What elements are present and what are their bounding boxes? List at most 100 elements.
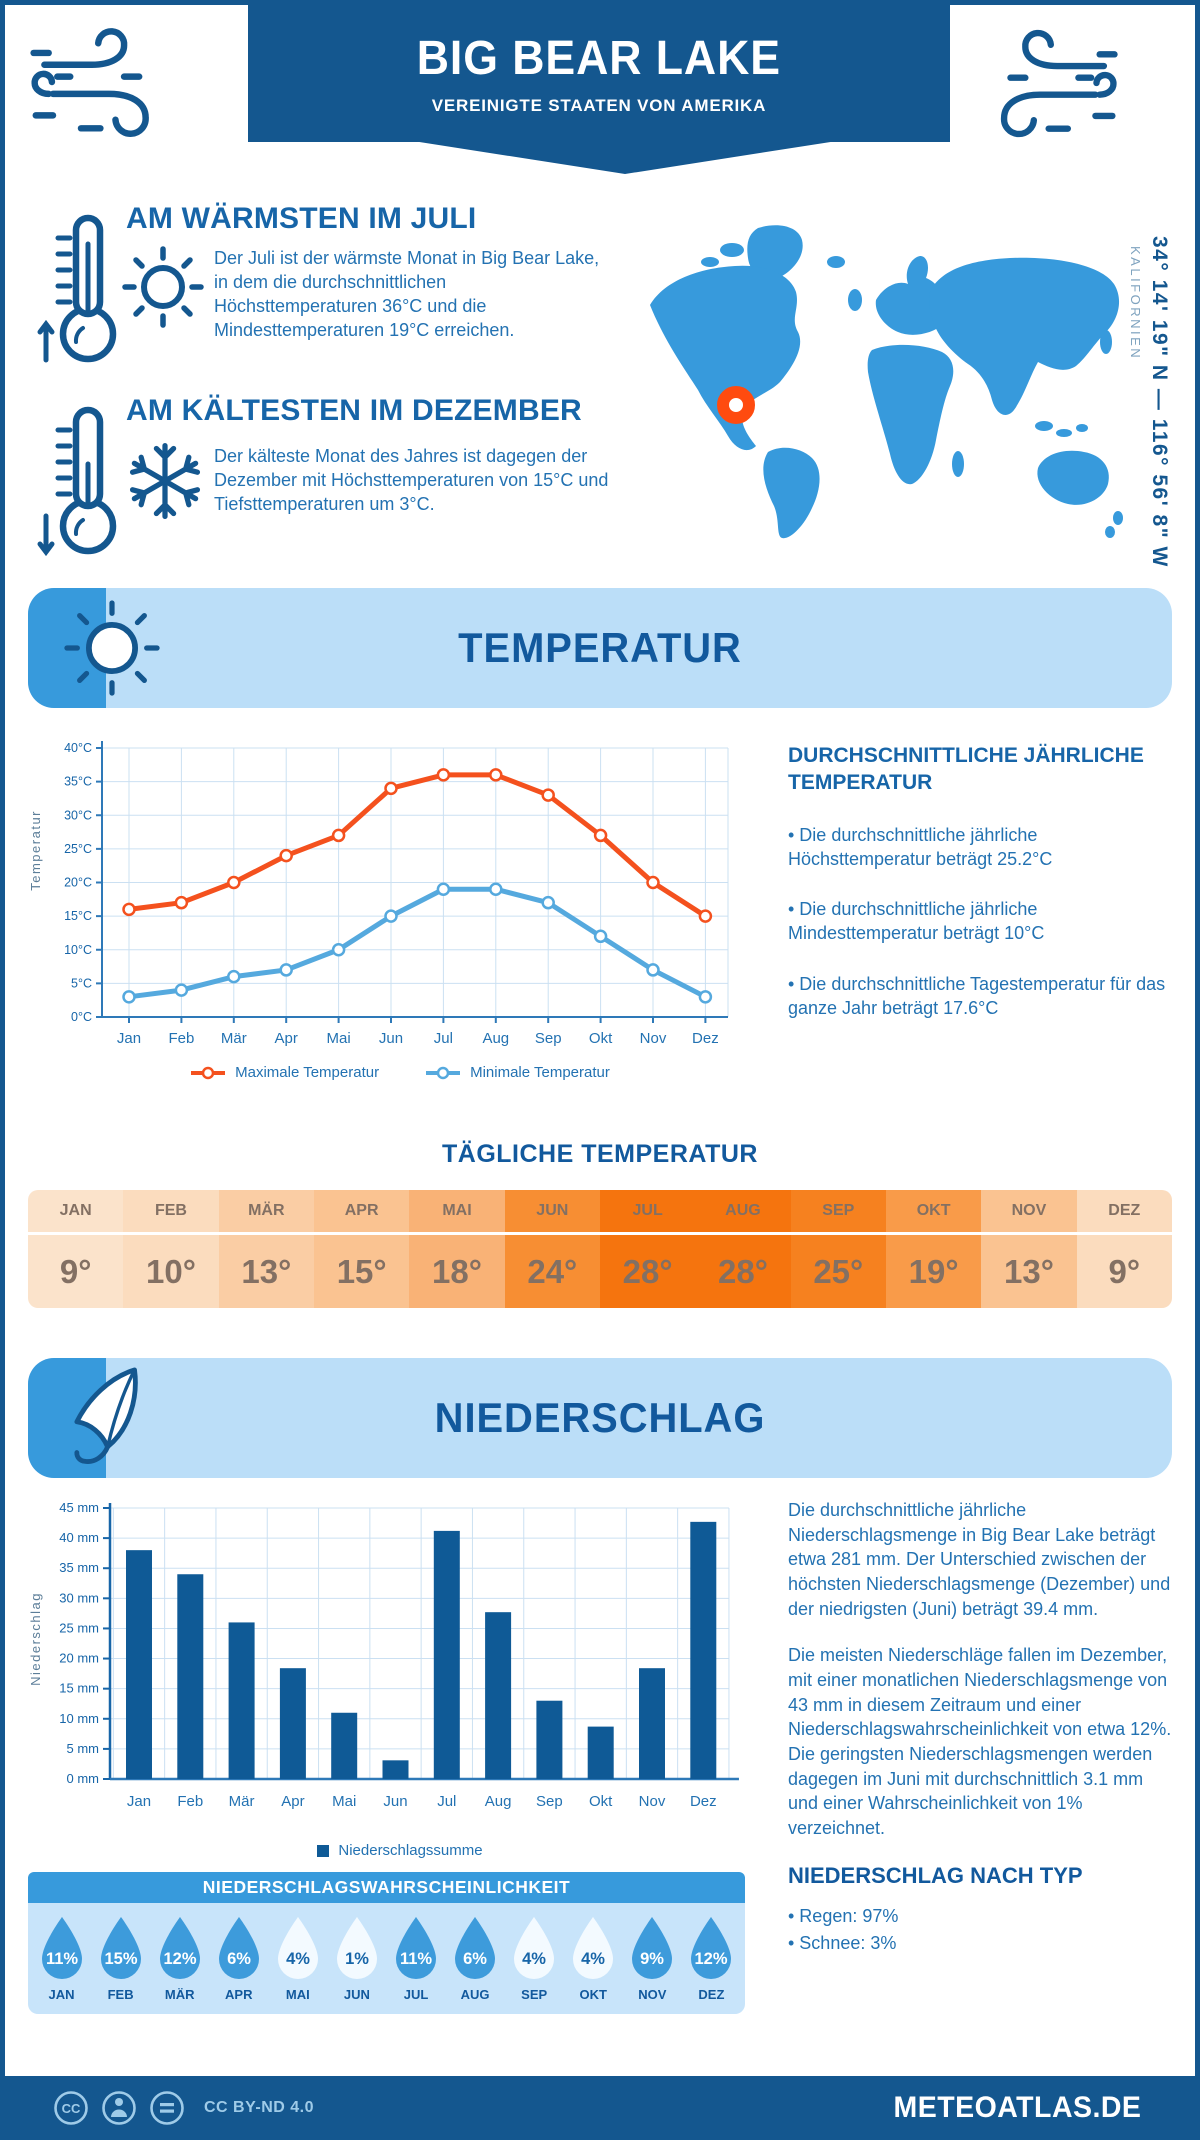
probability-value: 1% <box>345 1950 369 1968</box>
probability-month-label: MAI <box>285 1987 310 2002</box>
month-column: NOV 13° <box>981 1190 1077 1308</box>
license-group[interactable]: CC CC BY-ND 4.0 <box>52 2089 314 2127</box>
probability-value: 9% <box>640 1950 664 1968</box>
temp-cell: 24° <box>504 1235 600 1308</box>
precip-bar <box>536 1700 563 1779</box>
data-point <box>279 848 293 863</box>
svg-text:Apr: Apr <box>281 1793 304 1810</box>
month-column: SEP 25° <box>790 1190 886 1308</box>
data-point <box>174 983 189 997</box>
month-cell: FEB <box>123 1190 219 1235</box>
data-point <box>384 909 398 923</box>
probability-column: 9% NOV <box>623 1916 682 2002</box>
svg-text:0°C: 0°C <box>71 1010 92 1024</box>
probability-header: NIEDERSCHLAGSWAHRSCHEINLICHKEIT <box>28 1872 745 1903</box>
avg-temp-heading: DURCHSCHNITTLICHE JÄHRLICHE TEMPERATUR <box>788 744 1144 795</box>
svg-text:5 mm: 5 mm <box>67 1741 100 1756</box>
warmest-text: Der Juli ist der wärmste Monat in Big Be… <box>214 248 600 341</box>
probability-column: 4% OKT <box>564 1916 623 2002</box>
droplet-icon: 12% <box>691 1917 732 1979</box>
droplet-icon: 6% <box>218 1917 259 1979</box>
bar-swatch <box>317 1844 330 1857</box>
probability-value: 12% <box>163 1950 196 1968</box>
probability-column: 12% MÄR <box>150 1916 209 2002</box>
wind-icon-right <box>1000 29 1118 138</box>
svg-text:Dez: Dez <box>690 1793 717 1810</box>
month-cell: MAI <box>409 1190 505 1235</box>
month-cell: OKT <box>885 1190 982 1235</box>
daily-temp-heading: TÄGLICHE TEMPERATUR <box>442 1140 758 1168</box>
svg-text:Nov: Nov <box>640 1030 667 1047</box>
sun-icon <box>122 246 204 328</box>
month-column: OKT 19° <box>885 1190 982 1308</box>
svg-text:Feb: Feb <box>177 1793 203 1810</box>
droplet-icon: 4% <box>573 1917 614 1979</box>
svg-text:Okt: Okt <box>589 1030 613 1047</box>
data-point <box>698 990 713 1004</box>
world-map <box>650 225 1123 539</box>
droplet-icon: 15% <box>100 1917 141 1979</box>
data-point <box>646 963 660 977</box>
temp-cell: 25° <box>790 1235 886 1308</box>
precip-bar <box>228 1622 255 1779</box>
svg-text:40°C: 40°C <box>64 741 92 755</box>
svg-text:35°C: 35°C <box>64 775 92 789</box>
svg-text:Jul: Jul <box>437 1793 456 1810</box>
temp-y-axis-label: Temperatur <box>28 810 43 891</box>
precip-bar <box>587 1726 614 1779</box>
probability-value: 4% <box>286 1950 310 1968</box>
probability-month-label: AUG <box>460 1987 490 2002</box>
month-column: AUG 28° <box>695 1190 791 1308</box>
month-cell: APR <box>313 1190 410 1235</box>
avg-temp-bullet-2: • Die durchschnittliche jährliche Mindes… <box>788 899 1045 944</box>
probability-value: 12% <box>695 1950 728 1968</box>
precip-bar <box>433 1530 460 1779</box>
banner-tail <box>413 141 837 174</box>
temperature-banner: TEMPERATUR <box>28 588 1172 708</box>
svg-text:Aug: Aug <box>485 1793 512 1810</box>
data-point <box>331 943 346 957</box>
month-column: MÄR 13° <box>218 1190 314 1308</box>
probability-value: 11% <box>400 1950 432 1968</box>
probability-value: 6% <box>463 1950 487 1968</box>
precip-type-heading: NIEDERSCHLAG NACH TYP <box>788 1862 1083 1888</box>
data-point <box>436 768 451 782</box>
temp-cell: 18° <box>409 1235 505 1308</box>
precip-paragraph-1: Die durchschnittliche jährliche Niedersc… <box>788 1500 1171 1619</box>
probability-month-label: APR <box>225 1987 253 2002</box>
svg-text:25°C: 25°C <box>64 842 92 856</box>
precip-type-bullet-snow: • Schnee: 3% <box>788 1932 897 1953</box>
header-banner: BIG BEAR LAKE VEREINIGTE STAATEN VON AME… <box>248 4 950 142</box>
legend-item-min: Minimale Temperatur <box>425 1064 610 1081</box>
month-column: MAI 18° <box>409 1190 505 1308</box>
precip-bar <box>639 1668 665 1779</box>
month-column: FEB 10° <box>123 1190 219 1308</box>
avg-temp-bullet-1: • Die durchschnittliche jährliche Höchst… <box>788 824 1053 869</box>
month-cell: JUN <box>504 1190 600 1235</box>
month-column: DEZ 9° <box>1076 1190 1172 1308</box>
legend-item-precip: Niederschlagssumme <box>317 1842 483 1859</box>
page-title: BIG BEAR LAKE <box>416 31 782 85</box>
data-point <box>436 882 451 896</box>
site-label[interactable]: METEOATLAS.DE <box>893 2091 1142 2124</box>
max-line-swatch <box>191 1066 226 1079</box>
precip-bar <box>177 1574 204 1779</box>
probability-column: 1% JUN <box>327 1916 386 2002</box>
temperature-line-chart: 0°C 5°C 10°C 15°C 20°C 25°C 30°C 35°C 40°C Jan Feb… <box>64 741 729 1047</box>
precip-legend-label: Niederschlagssumme <box>338 1842 483 1859</box>
temp-cell: 28° <box>599 1235 696 1308</box>
precip-bar <box>485 1612 512 1779</box>
svg-text:10°C: 10°C <box>64 943 92 957</box>
month-cell: JUL <box>599 1190 696 1235</box>
svg-text:Nov: Nov <box>639 1793 666 1810</box>
probability-value: 6% <box>227 1950 251 1968</box>
svg-text:5°C: 5°C <box>71 976 92 990</box>
min-line-swatch <box>426 1066 461 1079</box>
data-point <box>122 902 136 917</box>
coordinates-label: 34° 14' 19" N — 116° 56' 8" W <box>1148 236 1171 568</box>
precipitation-title: NIEDERSCHLAG <box>434 1394 766 1441</box>
droplet-icon: 1% <box>336 1917 377 1979</box>
droplet-icon: 11% <box>41 1917 82 1979</box>
probability-month-label: DEZ <box>698 1987 725 2002</box>
cc-icon: CC <box>54 2091 88 2125</box>
